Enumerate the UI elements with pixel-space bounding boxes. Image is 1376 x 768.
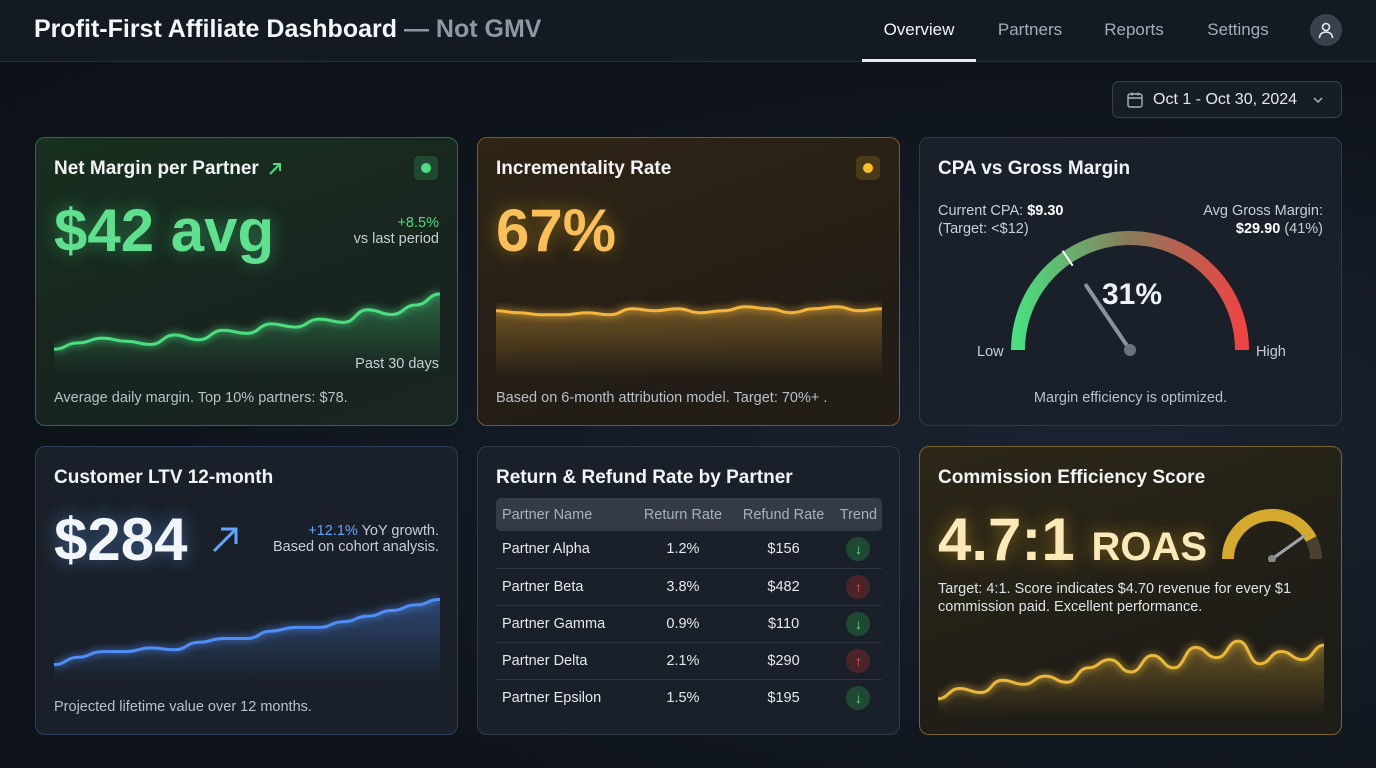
status-indicator bbox=[856, 156, 880, 180]
column-header: Refund Rate bbox=[732, 498, 835, 531]
trend-down-icon: ↓ bbox=[846, 685, 871, 710]
gauge-low-label: Low bbox=[977, 344, 1004, 360]
gauge-value: 31% bbox=[1102, 278, 1163, 311]
table-row[interactable]: Partner Beta 3.8% $482 ↑ bbox=[496, 568, 882, 606]
partner-name: Partner Beta bbox=[496, 568, 634, 606]
cpa-gauge bbox=[1011, 231, 1249, 356]
tab-reports[interactable]: Reports bbox=[1104, 20, 1164, 39]
current-cpa: Current CPA: $9.30 (Target: <$12) bbox=[938, 203, 1064, 237]
sparkline-line bbox=[938, 639, 1324, 701]
card-title: Return & Refund Rate by Partner bbox=[496, 467, 793, 488]
card-footer: Target: 4:1. Score indicates $4.70 reven… bbox=[938, 581, 1292, 615]
net-margin-sparkline bbox=[54, 292, 440, 373]
user-avatar-button[interactable] bbox=[1310, 14, 1342, 46]
partner-name: Partner Delta bbox=[496, 642, 634, 680]
trend-up-icon: ↑ bbox=[846, 574, 871, 599]
card-title: Net Margin per Partner bbox=[54, 158, 283, 180]
card-title: CPA vs Gross Margin bbox=[938, 158, 1131, 179]
sparkline-line bbox=[496, 305, 882, 317]
top-bar: Profit-First Affiliate Dashboard — Not G… bbox=[0, 0, 1376, 62]
customer-ltv-card: Customer LTV 12-month $284 +12.1% YoY gr… bbox=[35, 446, 458, 735]
change-indicator: +8.5% vs last period bbox=[353, 215, 439, 247]
change-indicator: +12.1% YoY growth. Based on cohort analys… bbox=[272, 523, 439, 555]
roas-value: 4.7:1 ROAS bbox=[938, 506, 1208, 573]
status-indicator bbox=[414, 156, 438, 180]
sparkline-area bbox=[54, 599, 440, 682]
table-row[interactable]: Partner Gamma 0.9% $110 ↓ bbox=[496, 605, 882, 643]
sparkline-line bbox=[54, 597, 440, 667]
incrementality-card: Incrementality Rate 67% Based on 6-month… bbox=[477, 137, 900, 426]
partner-name: Partner Gamma bbox=[496, 605, 634, 643]
sparkline-area bbox=[496, 306, 882, 378]
calendar-icon bbox=[1127, 92, 1143, 108]
return-refund-card: Return & Refund Rate by Partner Partner … bbox=[477, 446, 900, 735]
table-row[interactable]: Partner Epsilon 1.5% $195 ↓ bbox=[496, 679, 882, 716]
card-footer: Margin efficiency is optimized. bbox=[1033, 390, 1228, 406]
return-rate: 3.8% bbox=[633, 568, 733, 606]
net-margin-card: Net Margin per Partner $42 avg +8.5% vs l… bbox=[35, 137, 458, 426]
card-footer: Based on 6-month attribution model. Targ… bbox=[496, 390, 828, 406]
partner-name: Partner Alpha bbox=[496, 531, 634, 569]
trend-down-icon: ↓ bbox=[846, 611, 871, 636]
card-title: Customer LTV 12-month bbox=[54, 467, 274, 488]
commission-sparkline bbox=[938, 639, 1324, 717]
trend-cell: ↓ bbox=[834, 531, 882, 569]
ltv-sparkline bbox=[54, 597, 440, 682]
return-rate: 1.2% bbox=[633, 531, 733, 569]
cpa-gross-margin-card: CPA vs Gross Margin Current CPA: $9.30 (T… bbox=[919, 137, 1342, 426]
card-footer: Average daily margin. Top 10% partners: … bbox=[54, 390, 348, 406]
refund-rate: $156 bbox=[732, 531, 835, 569]
partner-returns-table: Partner Name Return Rate Refund Rate Tre… bbox=[496, 498, 882, 716]
incrementality-value: 67% bbox=[496, 197, 617, 264]
partner-name: Partner Epsilon bbox=[502, 689, 602, 706]
sparkline-area bbox=[938, 641, 1324, 717]
table-row[interactable]: Partner Delta 2.1% $290 ↑ bbox=[496, 642, 882, 680]
roas-gauge bbox=[1222, 509, 1322, 562]
tab-settings[interactable]: Settings bbox=[1207, 20, 1269, 39]
ltv-value: $284 bbox=[54, 506, 188, 573]
chevron-down-icon bbox=[1313, 96, 1323, 103]
column-header: Partner Name bbox=[496, 498, 634, 531]
trend-cell: ↓ bbox=[835, 679, 882, 716]
tab-partners[interactable]: Partners bbox=[997, 20, 1063, 39]
trend-down-icon: ↓ bbox=[846, 537, 871, 562]
trend-up-icon: ↑ bbox=[846, 648, 871, 673]
arrow-up-right-icon bbox=[269, 163, 281, 175]
arrow-up-right-icon bbox=[212, 527, 238, 553]
trend-cell: ↑ bbox=[834, 642, 882, 680]
column-header: Return Rate bbox=[633, 498, 733, 531]
trend-cell: ↑ bbox=[834, 568, 882, 606]
gauge-marker bbox=[1061, 250, 1074, 267]
table-row[interactable]: Partner Alpha 1.2% $156 ↓ bbox=[496, 531, 882, 569]
card-footer: Projected lifetime value over 12 months. bbox=[54, 699, 312, 715]
tab-overview[interactable]: Overview bbox=[862, 0, 976, 62]
return-rate: 2.1% bbox=[633, 642, 733, 680]
incrementality-sparkline bbox=[496, 305, 882, 378]
avg-gross-margin: Avg Gross Margin: $29.90 (41%) bbox=[1203, 203, 1323, 237]
refund-rate: $195 bbox=[767, 689, 800, 706]
commission-efficiency-card: Commission Efficiency Score 4.7:1 ROAS T… bbox=[919, 446, 1342, 735]
sparkline-line bbox=[54, 292, 440, 351]
user-icon bbox=[1318, 22, 1334, 39]
date-range-picker[interactable]: Oct 1 - Oct 30, 2024 bbox=[1112, 81, 1342, 118]
gauge-needle bbox=[1084, 283, 1132, 352]
refund-rate: $482 bbox=[732, 568, 835, 606]
page-title: Profit-First Affiliate Dashboard — Not G… bbox=[34, 15, 542, 43]
card-title: Commission Efficiency Score bbox=[938, 467, 1206, 488]
date-range-label: Oct 1 - Oct 30, 2024 bbox=[1153, 90, 1298, 108]
return-rate: 0.9% bbox=[633, 605, 733, 643]
column-header: Trend bbox=[834, 498, 882, 531]
period-label: Past 30 days bbox=[355, 356, 439, 372]
net-margin-value: $42 avg bbox=[54, 197, 275, 264]
return-rate: 1.5% bbox=[666, 689, 700, 706]
card-title: Incrementality Rate bbox=[496, 158, 672, 179]
gauge-high-label: High bbox=[1256, 344, 1286, 360]
refund-rate: $290 bbox=[732, 642, 835, 680]
refund-rate: $110 bbox=[732, 605, 835, 643]
trend-cell: ↓ bbox=[834, 605, 882, 643]
